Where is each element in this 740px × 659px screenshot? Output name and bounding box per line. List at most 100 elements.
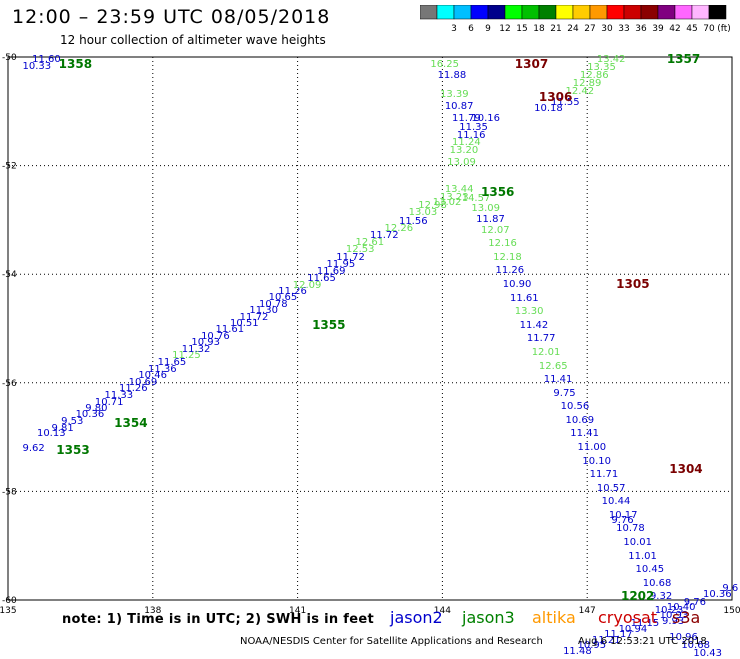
wave-height-value: 11.33 <box>104 390 134 402</box>
wave-height-value: 13.03 <box>408 207 438 219</box>
wave-height-value: 10.36 <box>703 588 732 600</box>
wave-height-value: 13.35 <box>587 61 616 73</box>
lon-tick-label: 150 <box>723 606 740 616</box>
wave-height-value: 10.45 <box>635 564 665 576</box>
lat-tick-label: -60 <box>2 596 17 606</box>
wave-height-value: 9.32 <box>649 591 673 603</box>
wave-height-value: 11.41 <box>543 374 573 386</box>
wave-height-value: 10.87 <box>444 100 474 112</box>
pass-number: 1355 <box>312 317 346 332</box>
wave-height-value: 9.76 <box>683 596 706 608</box>
color-legend: 3 6 9 12 15 18 21 24 27 30 33 36 39 42 45 70 (ft) <box>420 5 731 34</box>
lat-tick-label: -56 <box>2 379 17 389</box>
wave-height-value: 10.78 <box>616 523 645 535</box>
satellite-jason3: jason3 <box>462 608 515 627</box>
wave-height-value: 12.09 <box>292 279 322 291</box>
wave-height-value: 11.77 <box>526 333 556 345</box>
wave-height-value: 10.94 <box>618 623 648 635</box>
wave-height-value: 9.6 <box>722 583 739 595</box>
lat-tick-label: -58 <box>2 487 17 497</box>
wave-height-value: 9.80 <box>85 402 108 414</box>
wave-height-value: 10.68 <box>681 640 710 652</box>
footer-note: note: 1) Time is in UTC; 2) SWH is in fe… <box>62 612 374 627</box>
wave-height-value: 11.88 <box>437 70 467 81</box>
wave-height-value: 12.01 <box>531 346 561 358</box>
wave-height-value: 10.69 <box>128 377 158 389</box>
wave-height-value: 11.72 <box>370 230 399 242</box>
wave-height-value: 12.18 <box>493 251 522 263</box>
pass-number: 1307 <box>514 57 549 72</box>
pass-number: 1356 <box>481 184 515 199</box>
page-subtitle: 12 hour collection of altimeter wave hei… <box>60 33 326 47</box>
wave-height-value: 12.65 <box>538 360 568 372</box>
pass-number: 1304 <box>669 461 703 476</box>
wave-height-value: 10.16 <box>471 113 500 125</box>
satellite-jason2: jason2 <box>390 608 443 627</box>
wave-height-value: 11.41 <box>570 428 599 440</box>
legend-swatch <box>708 5 727 20</box>
wave-height-value: 10.56 <box>560 401 590 413</box>
wave-height-value: 13.23 <box>439 192 469 204</box>
wave-height-value: 11.72 <box>336 251 365 263</box>
pass-number: 1354 <box>114 415 148 430</box>
wave-height-value: 10.96 <box>669 632 698 643</box>
wave-height-value: 11.55 <box>551 97 580 109</box>
wave-height-value: 13.42 <box>596 53 626 65</box>
wave-height-value: 10.10 <box>582 455 611 467</box>
legend-unit: (ft) <box>717 24 731 34</box>
wave-height-value: 11.60 <box>32 53 61 65</box>
wave-height-value: 10.93 <box>659 610 689 622</box>
pass-number: 1357 <box>666 51 701 66</box>
wave-height-value: 11.24 <box>452 136 481 148</box>
wave-height-value: 9.81 <box>51 422 74 434</box>
wave-height-value: 10.51 <box>230 318 259 330</box>
legend-label: 6 <box>468 24 474 34</box>
wave-height-value: 13.02 <box>432 196 462 208</box>
lon-tick-label: 141 <box>289 606 306 616</box>
wave-height-value: 11.36 <box>147 363 177 375</box>
wave-height-value: 10.65 <box>268 292 298 304</box>
wave-height-value: 11.65 <box>307 273 336 285</box>
wave-height-value: 13.20 <box>449 144 479 156</box>
wave-height-value: 12.89 <box>572 78 602 90</box>
wave-height-value: 11.56 <box>398 216 428 228</box>
wave-height-value: 11.26 <box>119 383 148 395</box>
pass-number: 1305 <box>616 277 650 292</box>
legend-label: 3 <box>451 24 457 34</box>
legend-label: 18 <box>533 24 545 34</box>
wave-height-value: 11.42 <box>519 319 549 331</box>
wave-height-value: 11.16 <box>456 129 486 141</box>
legend-label: 39 <box>652 24 664 34</box>
wave-height-value: 12.61 <box>355 237 385 249</box>
generated-timestamp: Aug 6 12:53:21 UTC 2018 <box>578 636 707 647</box>
lat-tick-label: -50 <box>2 53 17 63</box>
wave-height-value: 11.72 <box>239 311 269 323</box>
lon-tick-label: 147 <box>579 606 596 616</box>
wave-height-value: 14.57 <box>461 193 491 205</box>
wave-height-value: 11.26 <box>495 265 525 277</box>
wave-height-value: 10.71 <box>94 396 124 408</box>
lon-tick-label: 138 <box>144 606 161 616</box>
wave-height-value: 12.53 <box>345 244 375 256</box>
wave-height-value: 11.95 <box>326 258 356 270</box>
wave-height-value: 13.30 <box>514 306 544 318</box>
wave-height-value: 12.98 <box>418 199 447 211</box>
legend-label: 21 <box>550 24 561 34</box>
wave-height-value: 10.17 <box>608 509 638 521</box>
map-frame <box>7 56 733 601</box>
wave-height-value: 13.39 <box>439 89 469 100</box>
wave-height-value: 10.90 <box>502 279 532 291</box>
lat-tick-label: -54 <box>2 270 17 280</box>
wave-height-value: 16.25 <box>430 59 459 71</box>
wave-height-value: 12.07 <box>481 224 510 236</box>
pass-number: 1306 <box>538 89 573 104</box>
wave-height-value: 10.93 <box>191 337 221 349</box>
credit-line: NOAA/NESDIS Center for Satellite Applica… <box>240 636 543 647</box>
pass-number: 1358 <box>58 57 93 72</box>
wave-height-value: 10.18 <box>534 102 563 114</box>
wave-height-value: 10.13 <box>36 428 66 440</box>
wave-height-value: 10.57 <box>596 482 626 494</box>
wave-height-value: 11.87 <box>476 213 505 225</box>
wave-height-value: 10.76 <box>201 330 230 342</box>
wave-height-value: 11.17 <box>604 629 633 641</box>
